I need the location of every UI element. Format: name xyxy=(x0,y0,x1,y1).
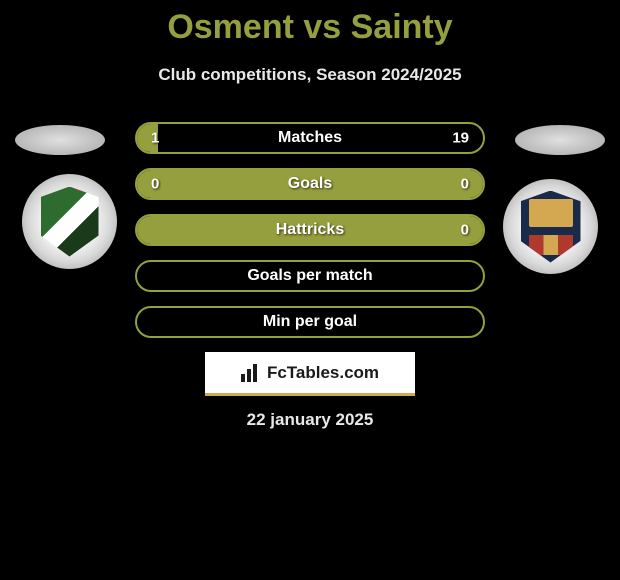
stat-bar-hattricks: Hattricks 0 xyxy=(135,214,485,246)
brand-text: FcTables.com xyxy=(267,363,379,383)
page-title: Osment vs Sainty xyxy=(0,0,620,47)
club-badge-left xyxy=(22,174,117,269)
stats-container: 1 Matches 19 0 Goals 0 Hattricks 0 Goals… xyxy=(135,122,485,352)
stat-bar-matches: 1 Matches 19 xyxy=(135,122,485,154)
stat-label: Min per goal xyxy=(137,313,483,331)
subtitle: Club competitions, Season 2024/2025 xyxy=(0,65,620,85)
stat-bar-goals: 0 Goals 0 xyxy=(135,168,485,200)
stat-value-right: 19 xyxy=(452,130,469,147)
player-avatar-right xyxy=(515,125,605,155)
stat-bar-goals-per-match: Goals per match xyxy=(135,260,485,292)
stat-label: Matches xyxy=(137,129,483,147)
chart-icon xyxy=(241,364,261,382)
stat-label: Goals per match xyxy=(137,267,483,285)
stat-label: Goals xyxy=(137,175,483,193)
stat-value-right: 0 xyxy=(461,176,469,193)
club-badge-right xyxy=(503,179,598,274)
brand-box[interactable]: FcTables.com xyxy=(205,352,415,396)
player-avatar-left xyxy=(15,125,105,155)
stat-value-right: 0 xyxy=(461,222,469,239)
stat-bar-min-per-goal: Min per goal xyxy=(135,306,485,338)
stat-label: Hattricks xyxy=(137,221,483,239)
date-text: 22 january 2025 xyxy=(0,410,620,430)
